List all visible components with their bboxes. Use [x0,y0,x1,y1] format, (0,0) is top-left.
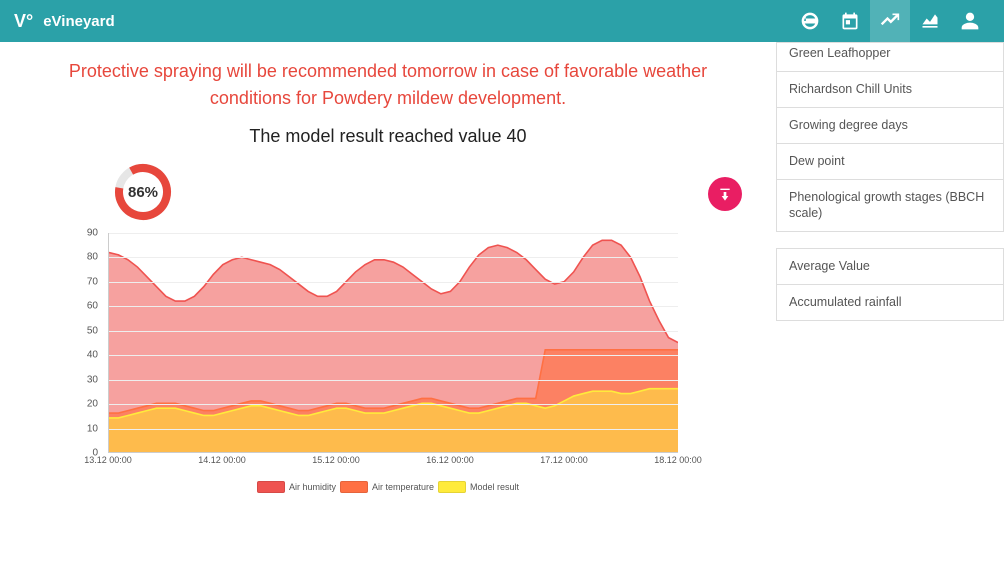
y-tick: 50 [87,325,98,336]
brand-logo[interactable]: V° eVineyard [14,11,115,32]
legend-item[interactable]: Air temperature [340,481,434,493]
nav-icon-group [790,0,990,42]
calendar-icon[interactable] [830,0,870,42]
x-tick: 17.12 00:00 [540,455,588,465]
chart-legend: Air humidity Air temperature Model result [24,481,752,493]
y-tick: 70 [87,276,98,287]
top-navbar: V° eVineyard [0,0,1004,42]
sidebar-item[interactable]: Richardson Chill Units [777,72,1003,108]
line-chart-icon[interactable] [870,0,910,42]
y-tick: 40 [87,350,98,361]
legend-item[interactable]: Air humidity [257,481,336,493]
legend-item[interactable]: Model result [438,481,519,493]
y-tick: 90 [87,228,98,239]
user-icon[interactable] [950,0,990,42]
main-panel: Protective spraying will be recommended … [0,42,776,493]
download-button[interactable] [708,177,742,211]
brand-name: eVineyard [43,13,114,30]
dashboard-icon[interactable] [790,0,830,42]
x-tick: 14.12 00:00 [198,455,246,465]
x-tick: 18.12 00:00 [654,455,702,465]
sidebar: Green LeafhopperRichardson Chill UnitsGr… [776,42,1004,493]
sidebar-list-2: Average ValueAccumulated rainfall [776,248,1004,321]
chart-plot[interactable] [108,233,678,453]
legend-label: Model result [470,482,519,492]
sidebar-item[interactable]: Growing degree days [777,108,1003,144]
x-tick: 15.12 00:00 [312,455,360,465]
y-tick: 10 [87,423,98,434]
y-tick: 80 [87,252,98,263]
legend-label: Air temperature [372,482,434,492]
legend-swatch [340,481,368,493]
sidebar-item[interactable]: Phenological growth stages (BBCH scale) [777,180,1003,233]
x-tick: 13.12 00:00 [84,455,132,465]
legend-swatch [257,481,285,493]
sidebar-item[interactable]: Dew point [777,144,1003,180]
alert-message: Protective spraying will be recommended … [68,58,708,112]
y-tick: 20 [87,399,98,410]
sidebar-list-1: Green LeafhopperRichardson Chill UnitsGr… [776,42,1004,232]
sidebar-item[interactable]: Green Leafhopper [777,43,1003,72]
logo-mark: V° [14,11,33,32]
y-tick: 30 [87,374,98,385]
sidebar-item[interactable]: Average Value [777,249,1003,285]
area-chart-icon[interactable] [910,0,950,42]
legend-label: Air humidity [289,482,336,492]
sidebar-item[interactable]: Accumulated rainfall [777,285,1003,321]
x-tick: 16.12 00:00 [426,455,474,465]
progress-percent: 86% [114,163,172,221]
y-tick: 60 [87,301,98,312]
legend-swatch [438,481,466,493]
chart-subtitle: The model result reached value 40 [24,126,752,147]
